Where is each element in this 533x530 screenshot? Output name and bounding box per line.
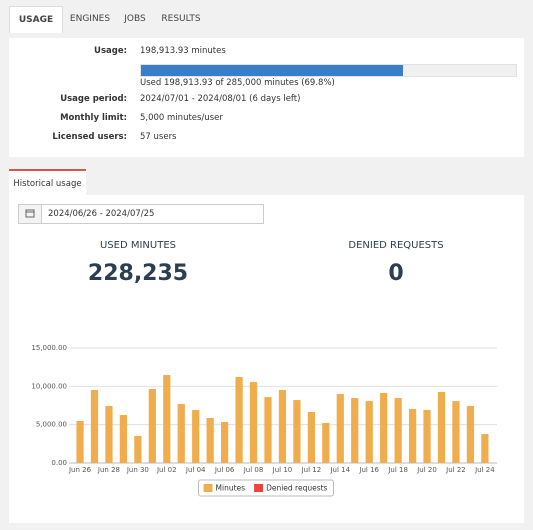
stat-label: DENIED REQUESTS <box>348 240 444 251</box>
bar <box>380 393 388 463</box>
legend: Minutes Denied requests <box>198 479 334 497</box>
tab[interactable]: USAGE <box>9 6 63 33</box>
x-tick-label: Jul 06 <box>214 466 235 474</box>
history-panel: 2024/06/26 - 2024/07/25 USED MINUTES 228… <box>9 195 524 523</box>
bar <box>264 397 272 463</box>
bar <box>249 382 258 463</box>
bar <box>481 434 489 463</box>
stat-label: USED MINUTES <box>99 240 176 251</box>
y-tick-label: 15,000.00 <box>31 344 67 352</box>
legend-label: Minutes <box>216 484 246 493</box>
usage-panel: Usage: 198,913.93 minutes Used 198,913.9… <box>9 38 524 157</box>
progress-text: Used 198,913.93 of 285,000 minutes (69.8… <box>140 78 335 88</box>
bar <box>351 398 359 463</box>
bar <box>408 409 417 463</box>
bar <box>307 412 315 463</box>
bar <box>105 406 113 463</box>
bar <box>336 394 344 463</box>
y-tick-label: 0.00 <box>51 459 67 467</box>
x-tick-label: Jul 20 <box>416 466 437 474</box>
bar <box>235 377 243 463</box>
bar <box>365 401 373 463</box>
bar <box>192 410 200 463</box>
progress-track <box>140 64 517 77</box>
label: Licensed users: <box>52 132 127 142</box>
bar <box>466 406 475 463</box>
bar <box>148 389 156 463</box>
label: Usage period: <box>60 94 127 104</box>
calendar-icon <box>25 209 35 218</box>
x-tick-label: Jul 12 <box>301 466 322 474</box>
legend-swatch <box>203 484 213 492</box>
bar <box>221 421 229 463</box>
bar <box>90 390 99 463</box>
x-tick-label: Jun 30 <box>126 466 149 474</box>
bar <box>437 392 446 463</box>
bar <box>119 415 128 463</box>
x-tick-label: Jun 28 <box>97 466 120 474</box>
x-tick-label: Jun 26 <box>68 466 92 474</box>
value: 2024/07/01 - 2024/08/01 (6 days left) <box>140 94 301 104</box>
value: 5,000 minutes/user <box>140 113 223 123</box>
date-input[interactable]: 2024/06/26 - 2024/07/25 <box>18 204 264 224</box>
bar <box>134 436 142 463</box>
bar <box>278 390 287 463</box>
value: 57 users <box>140 132 177 142</box>
bar <box>452 401 460 463</box>
date-text: 2024/06/26 - 2024/07/25 <box>48 209 155 219</box>
tab[interactable]: RESULTS <box>161 14 201 24</box>
x-tick-label: Jul 04 <box>185 466 206 474</box>
legend-box <box>198 479 334 497</box>
chart: 0.00 5,000.00 10,000.00 15,000.00 Jun 26 Jun … <box>31 344 497 497</box>
y-tick-label: 5,000.00 <box>36 421 67 429</box>
stat-value: 228,235 <box>87 261 189 286</box>
bar <box>394 398 402 463</box>
section-tab[interactable]: Historical usage <box>9 169 86 197</box>
tab[interactable]: JOBS <box>124 14 146 24</box>
x-tick-label: Jul 10 <box>272 466 293 474</box>
progress-fill <box>141 65 403 76</box>
bar <box>293 400 301 463</box>
bar <box>163 375 171 463</box>
bar <box>177 404 185 463</box>
bar <box>206 417 214 463</box>
bar <box>423 410 431 463</box>
y-tick-label: 10,000.00 <box>31 382 67 390</box>
x-tick-label: Jul 24 <box>474 466 495 474</box>
bar <box>76 420 84 463</box>
x-tick-label: Jul 22 <box>445 466 466 474</box>
stat-value: 0 <box>388 261 404 286</box>
bar <box>322 422 330 463</box>
value: 198,913.93 minutes <box>140 46 226 56</box>
label: Monthly limit: <box>60 113 127 123</box>
calendar-icon-box <box>19 205 42 223</box>
x-tick-label: Jul 14 <box>329 466 350 474</box>
x-tick-label: Jul 18 <box>387 466 408 474</box>
x-tick-label: Jul 02 <box>156 466 177 474</box>
legend-swatch <box>254 484 264 492</box>
legend-label: Denied requests <box>266 484 327 493</box>
x-tick-label: Jul 16 <box>358 466 379 474</box>
x-tick-label: Jul 08 <box>243 466 264 474</box>
label: Usage: <box>94 46 127 56</box>
tab[interactable]: ENGINES <box>69 14 111 24</box>
